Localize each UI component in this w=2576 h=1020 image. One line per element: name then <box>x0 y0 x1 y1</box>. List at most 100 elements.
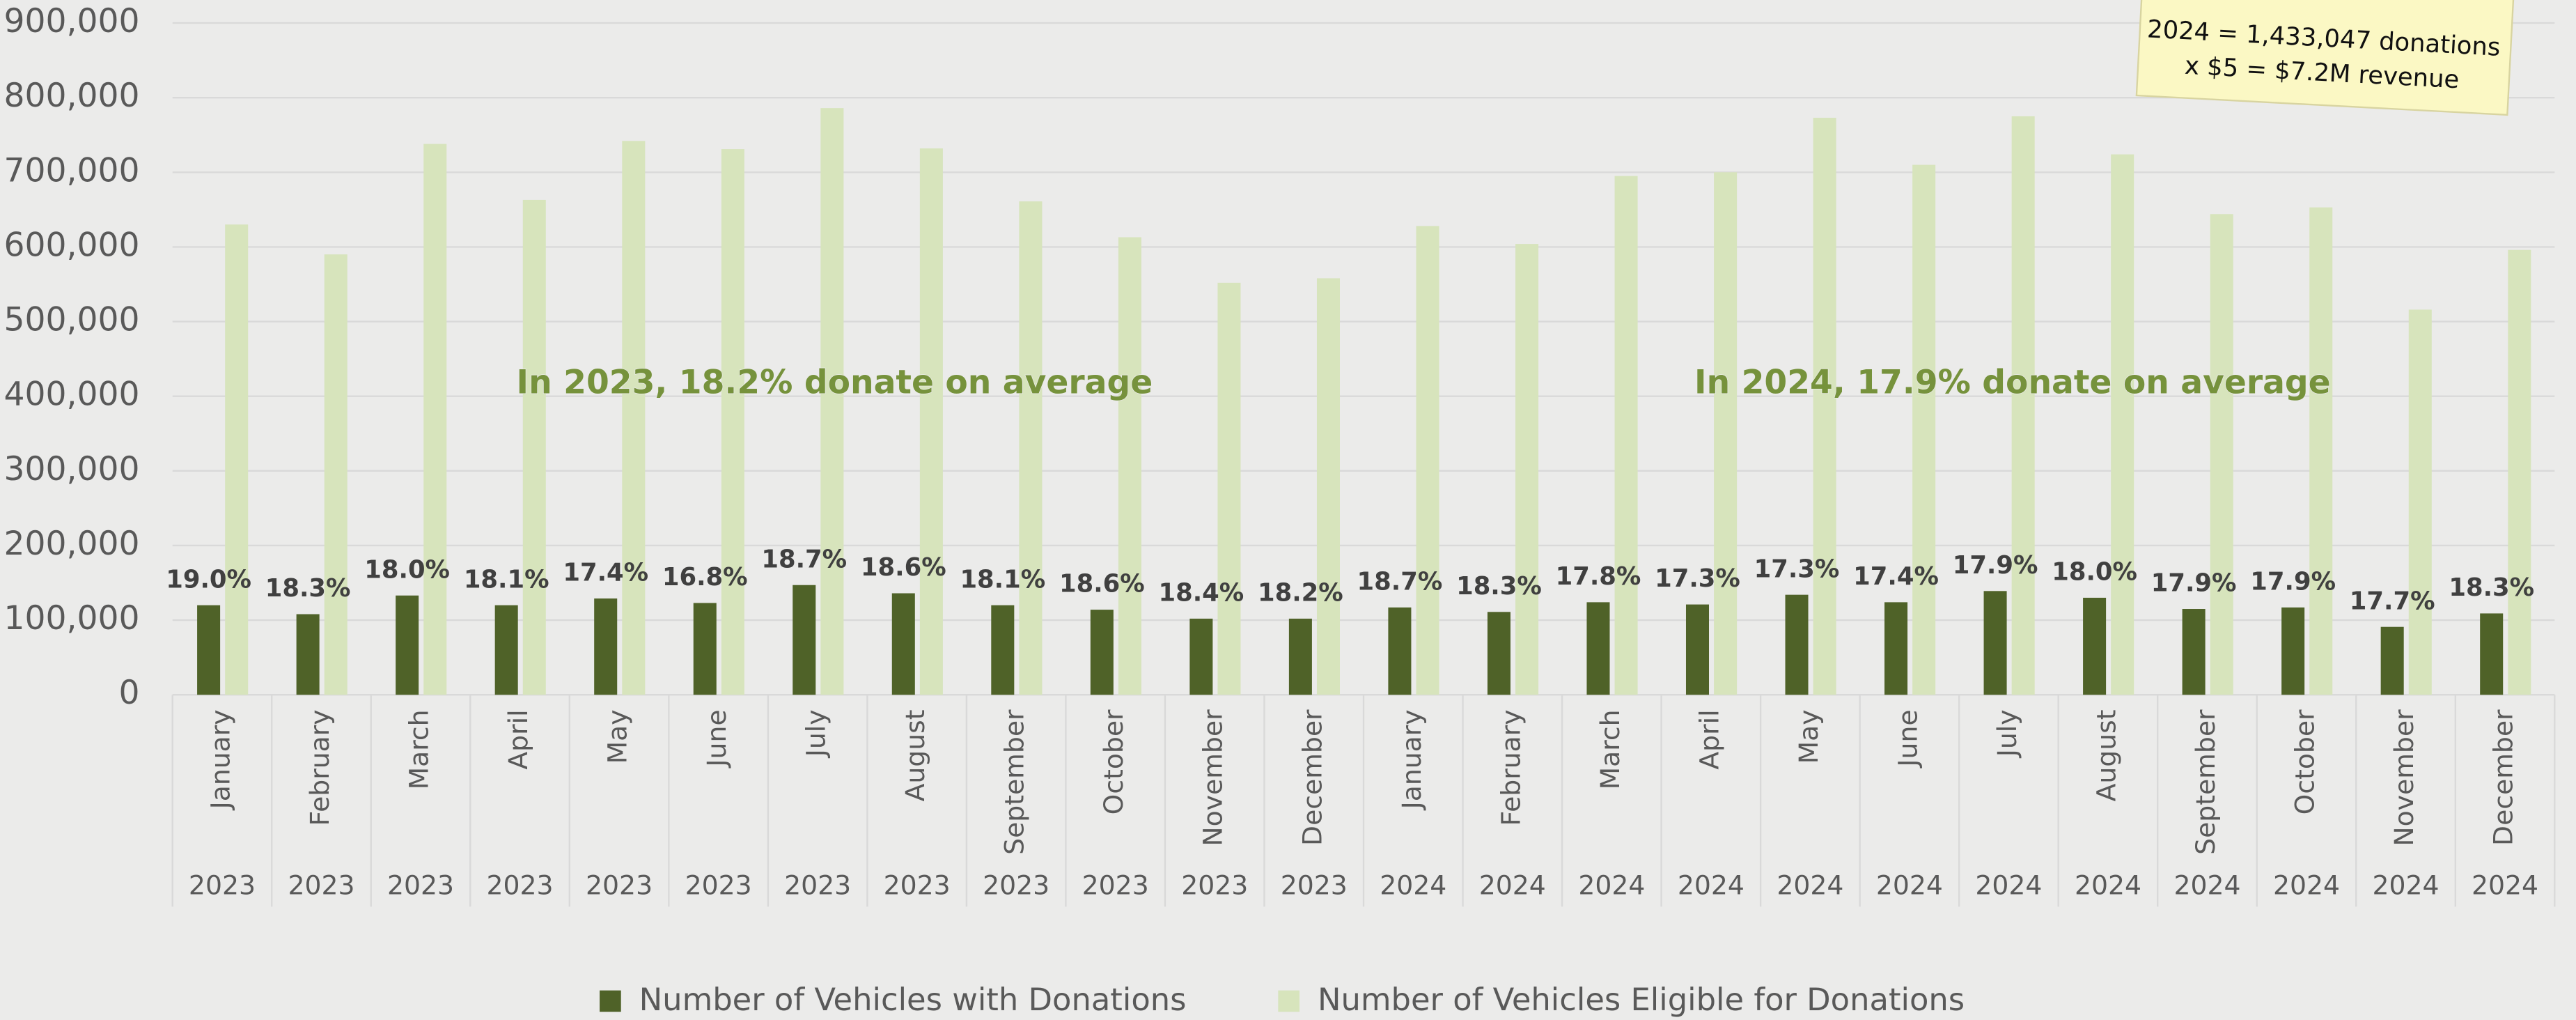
data-label: 18.1% <box>464 565 549 594</box>
data-label: 17.8% <box>1556 562 1641 591</box>
bar <box>793 585 816 695</box>
data-label: 18.1% <box>960 565 1045 594</box>
x-tick-label: March <box>1595 709 1625 789</box>
bar <box>594 598 618 695</box>
bar <box>2309 207 2333 695</box>
x-group-label: 2023 <box>189 870 256 901</box>
x-group-label: 2024 <box>1678 870 1744 901</box>
legend-swatch <box>600 990 621 1012</box>
data-label: 18.3% <box>1456 572 1542 601</box>
bar <box>2083 597 2107 695</box>
y-tick-label: 100,000 <box>3 599 139 638</box>
x-tick-label: September <box>2190 709 2221 855</box>
bar <box>225 224 249 695</box>
y-tick-label: 500,000 <box>3 301 139 339</box>
x-tick-label: November <box>1198 709 1228 847</box>
data-label: 18.6% <box>861 553 946 582</box>
y-tick-label: 300,000 <box>3 450 139 488</box>
bar <box>1487 612 1511 695</box>
bar <box>1813 118 1836 695</box>
data-label: 16.8% <box>662 563 748 592</box>
x-group-label: 2023 <box>685 870 752 901</box>
x-group-label: 2023 <box>1181 870 1248 901</box>
bar <box>1416 226 1439 695</box>
bar <box>522 199 546 695</box>
data-label: 18.0% <box>364 555 450 584</box>
x-tick-label: June <box>701 709 732 768</box>
x-tick-label: December <box>2488 709 2519 846</box>
bar <box>197 605 221 695</box>
bar <box>1118 237 1141 695</box>
x-group-label: 2024 <box>1975 870 2042 901</box>
x-group-label: 2023 <box>586 870 653 901</box>
bar <box>396 595 419 695</box>
x-group-label: 2024 <box>1777 870 1843 901</box>
bar <box>1217 282 1241 695</box>
x-group-label: 2023 <box>387 870 454 901</box>
bar <box>1884 602 1908 695</box>
data-label: 17.9% <box>2250 568 2336 596</box>
bar <box>1785 594 1809 695</box>
annotation: In 2024, 17.9% donate on average <box>1694 364 2331 402</box>
y-tick-label: 0 <box>118 674 139 712</box>
x-tick-label: March <box>404 709 435 789</box>
legend-swatch <box>1278 990 1300 1012</box>
data-label: 18.2% <box>1258 579 1343 608</box>
x-group-label: 2024 <box>1876 870 1943 901</box>
data-label: 17.9% <box>2151 569 2237 598</box>
bar <box>324 254 348 695</box>
bar <box>2210 214 2233 695</box>
data-label: 18.4% <box>1159 579 1244 608</box>
bar <box>1019 201 1043 695</box>
bar <box>2408 309 2432 695</box>
x-tick-label: September <box>999 709 1030 855</box>
bar <box>1912 164 1936 695</box>
bar <box>1288 618 1312 695</box>
bar <box>1614 176 1638 695</box>
data-label: 18.3% <box>265 574 351 603</box>
x-tick-label: June <box>1892 709 1923 768</box>
y-tick-label: 800,000 <box>3 77 139 115</box>
x-group-label: 2024 <box>1380 870 1446 901</box>
x-group-label: 2023 <box>784 870 851 901</box>
bar <box>1316 278 1341 695</box>
data-label: 17.9% <box>1953 551 2038 580</box>
x-group-label: 2024 <box>2273 870 2340 901</box>
bar <box>1090 610 1114 695</box>
x-tick-label: August <box>900 709 930 801</box>
data-label: 18.7% <box>761 545 847 573</box>
x-group-label: 2023 <box>487 870 554 901</box>
data-label: 18.7% <box>1357 568 1443 596</box>
y-tick-label: 600,000 <box>3 226 139 264</box>
x-tick-label: April <box>1694 709 1724 769</box>
bar <box>891 593 915 695</box>
x-tick-label: July <box>801 709 832 758</box>
bar <box>1685 604 1710 695</box>
bar <box>1515 244 1539 695</box>
bar <box>721 149 744 695</box>
bar <box>2011 116 2035 695</box>
bar <box>2380 626 2404 695</box>
x-tick-label: January <box>1396 709 1427 810</box>
bar <box>494 605 518 695</box>
bar <box>919 148 943 695</box>
note-background <box>2135 0 2515 116</box>
x-tick-label: November <box>2389 709 2419 847</box>
x-group-label: 2023 <box>288 870 354 901</box>
x-tick-label: December <box>1297 709 1327 846</box>
data-label: 19.0% <box>166 565 251 594</box>
data-label: 17.7% <box>2350 587 2435 615</box>
data-label: 18.6% <box>1059 570 1145 598</box>
x-group-label: 2024 <box>2472 870 2538 901</box>
bar <box>2281 607 2305 695</box>
y-tick-label: 400,000 <box>3 376 139 414</box>
x-tick-label: April <box>503 709 533 769</box>
x-group-label: 2023 <box>1082 870 1149 901</box>
x-group-label: 2024 <box>2173 870 2240 901</box>
data-label: 18.0% <box>2052 558 2137 587</box>
x-tick-label: February <box>1495 709 1526 826</box>
bar <box>1388 607 1412 695</box>
